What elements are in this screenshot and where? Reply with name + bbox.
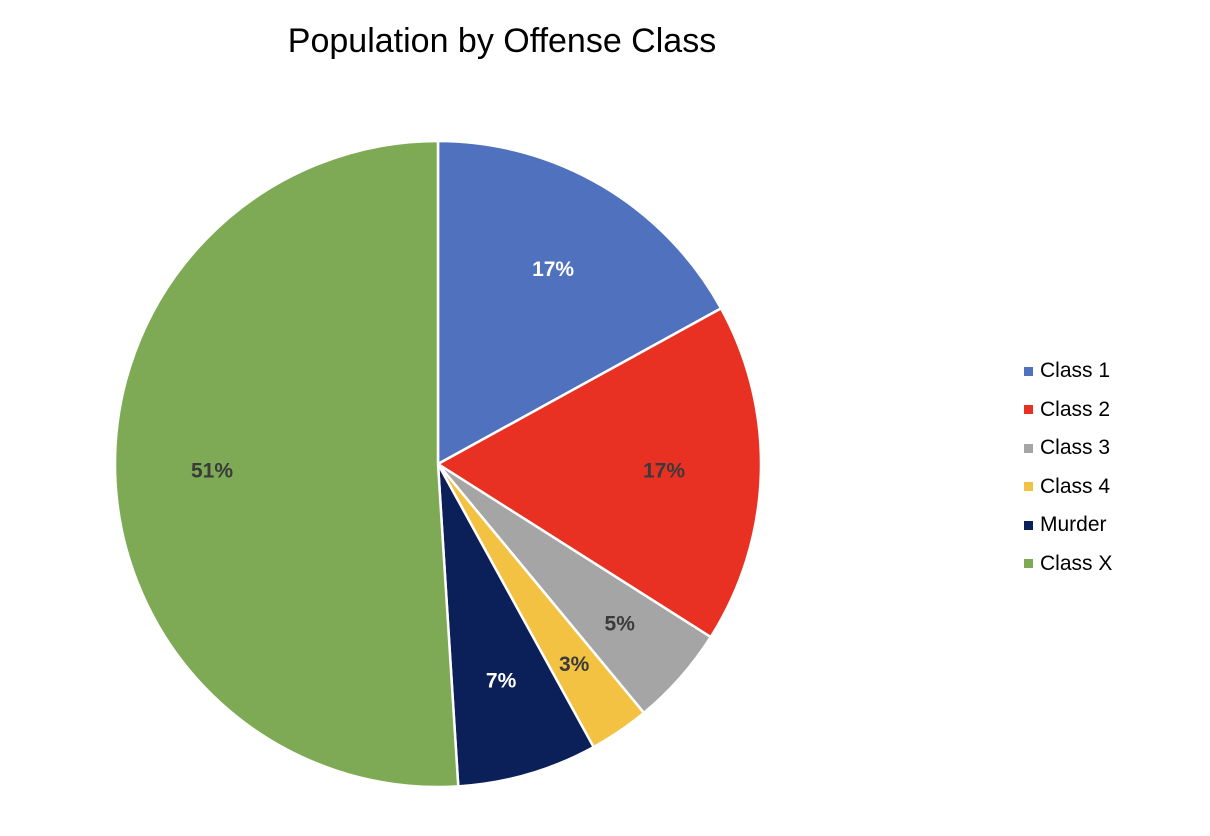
data-label-class-4: 3%	[559, 653, 590, 676]
pie-slice-class-x	[113, 139, 460, 789]
legend-swatch	[1024, 405, 1033, 415]
pie-slice-class-2	[436, 307, 763, 639]
legend-label: Class 1	[1040, 359, 1111, 383]
legend-label: Class X	[1040, 551, 1113, 575]
data-label-class-1: 17%	[532, 258, 574, 281]
legend-swatch	[1024, 443, 1033, 453]
legend-label: Class 3	[1040, 436, 1111, 460]
legend-item-class-1: Class 1	[1024, 352, 1194, 391]
data-label-class-3: 5%	[605, 613, 636, 636]
legend-label: Murder	[1040, 513, 1107, 537]
legend-item-murder: Murder	[1024, 506, 1194, 545]
data-label-murder: 7%	[486, 670, 517, 693]
legend-swatch	[1024, 366, 1033, 376]
legend-swatch	[1024, 482, 1033, 492]
data-label-class-2: 17%	[643, 460, 685, 483]
data-label-class-x: 51%	[191, 460, 233, 483]
legend-swatch	[1024, 559, 1033, 569]
legend-swatch	[1024, 520, 1033, 530]
pie-slice-class-1	[436, 139, 723, 466]
legend-item-class-4: Class 4	[1024, 468, 1194, 507]
pie-slice-murder	[436, 462, 595, 788]
legend-label: Class 4	[1040, 474, 1111, 498]
legend: Class 1 Class 2 Class 3 Class 4 Murder Class …	[1024, 352, 1194, 583]
legend-item-class-x: Class X	[1024, 545, 1194, 584]
legend-label: Class 2	[1040, 397, 1111, 421]
legend-item-class-3: Class 3	[1024, 429, 1194, 468]
legend-item-class-2: Class 2	[1024, 391, 1194, 430]
chart-title: Population by Offense Class	[287, 22, 717, 60]
